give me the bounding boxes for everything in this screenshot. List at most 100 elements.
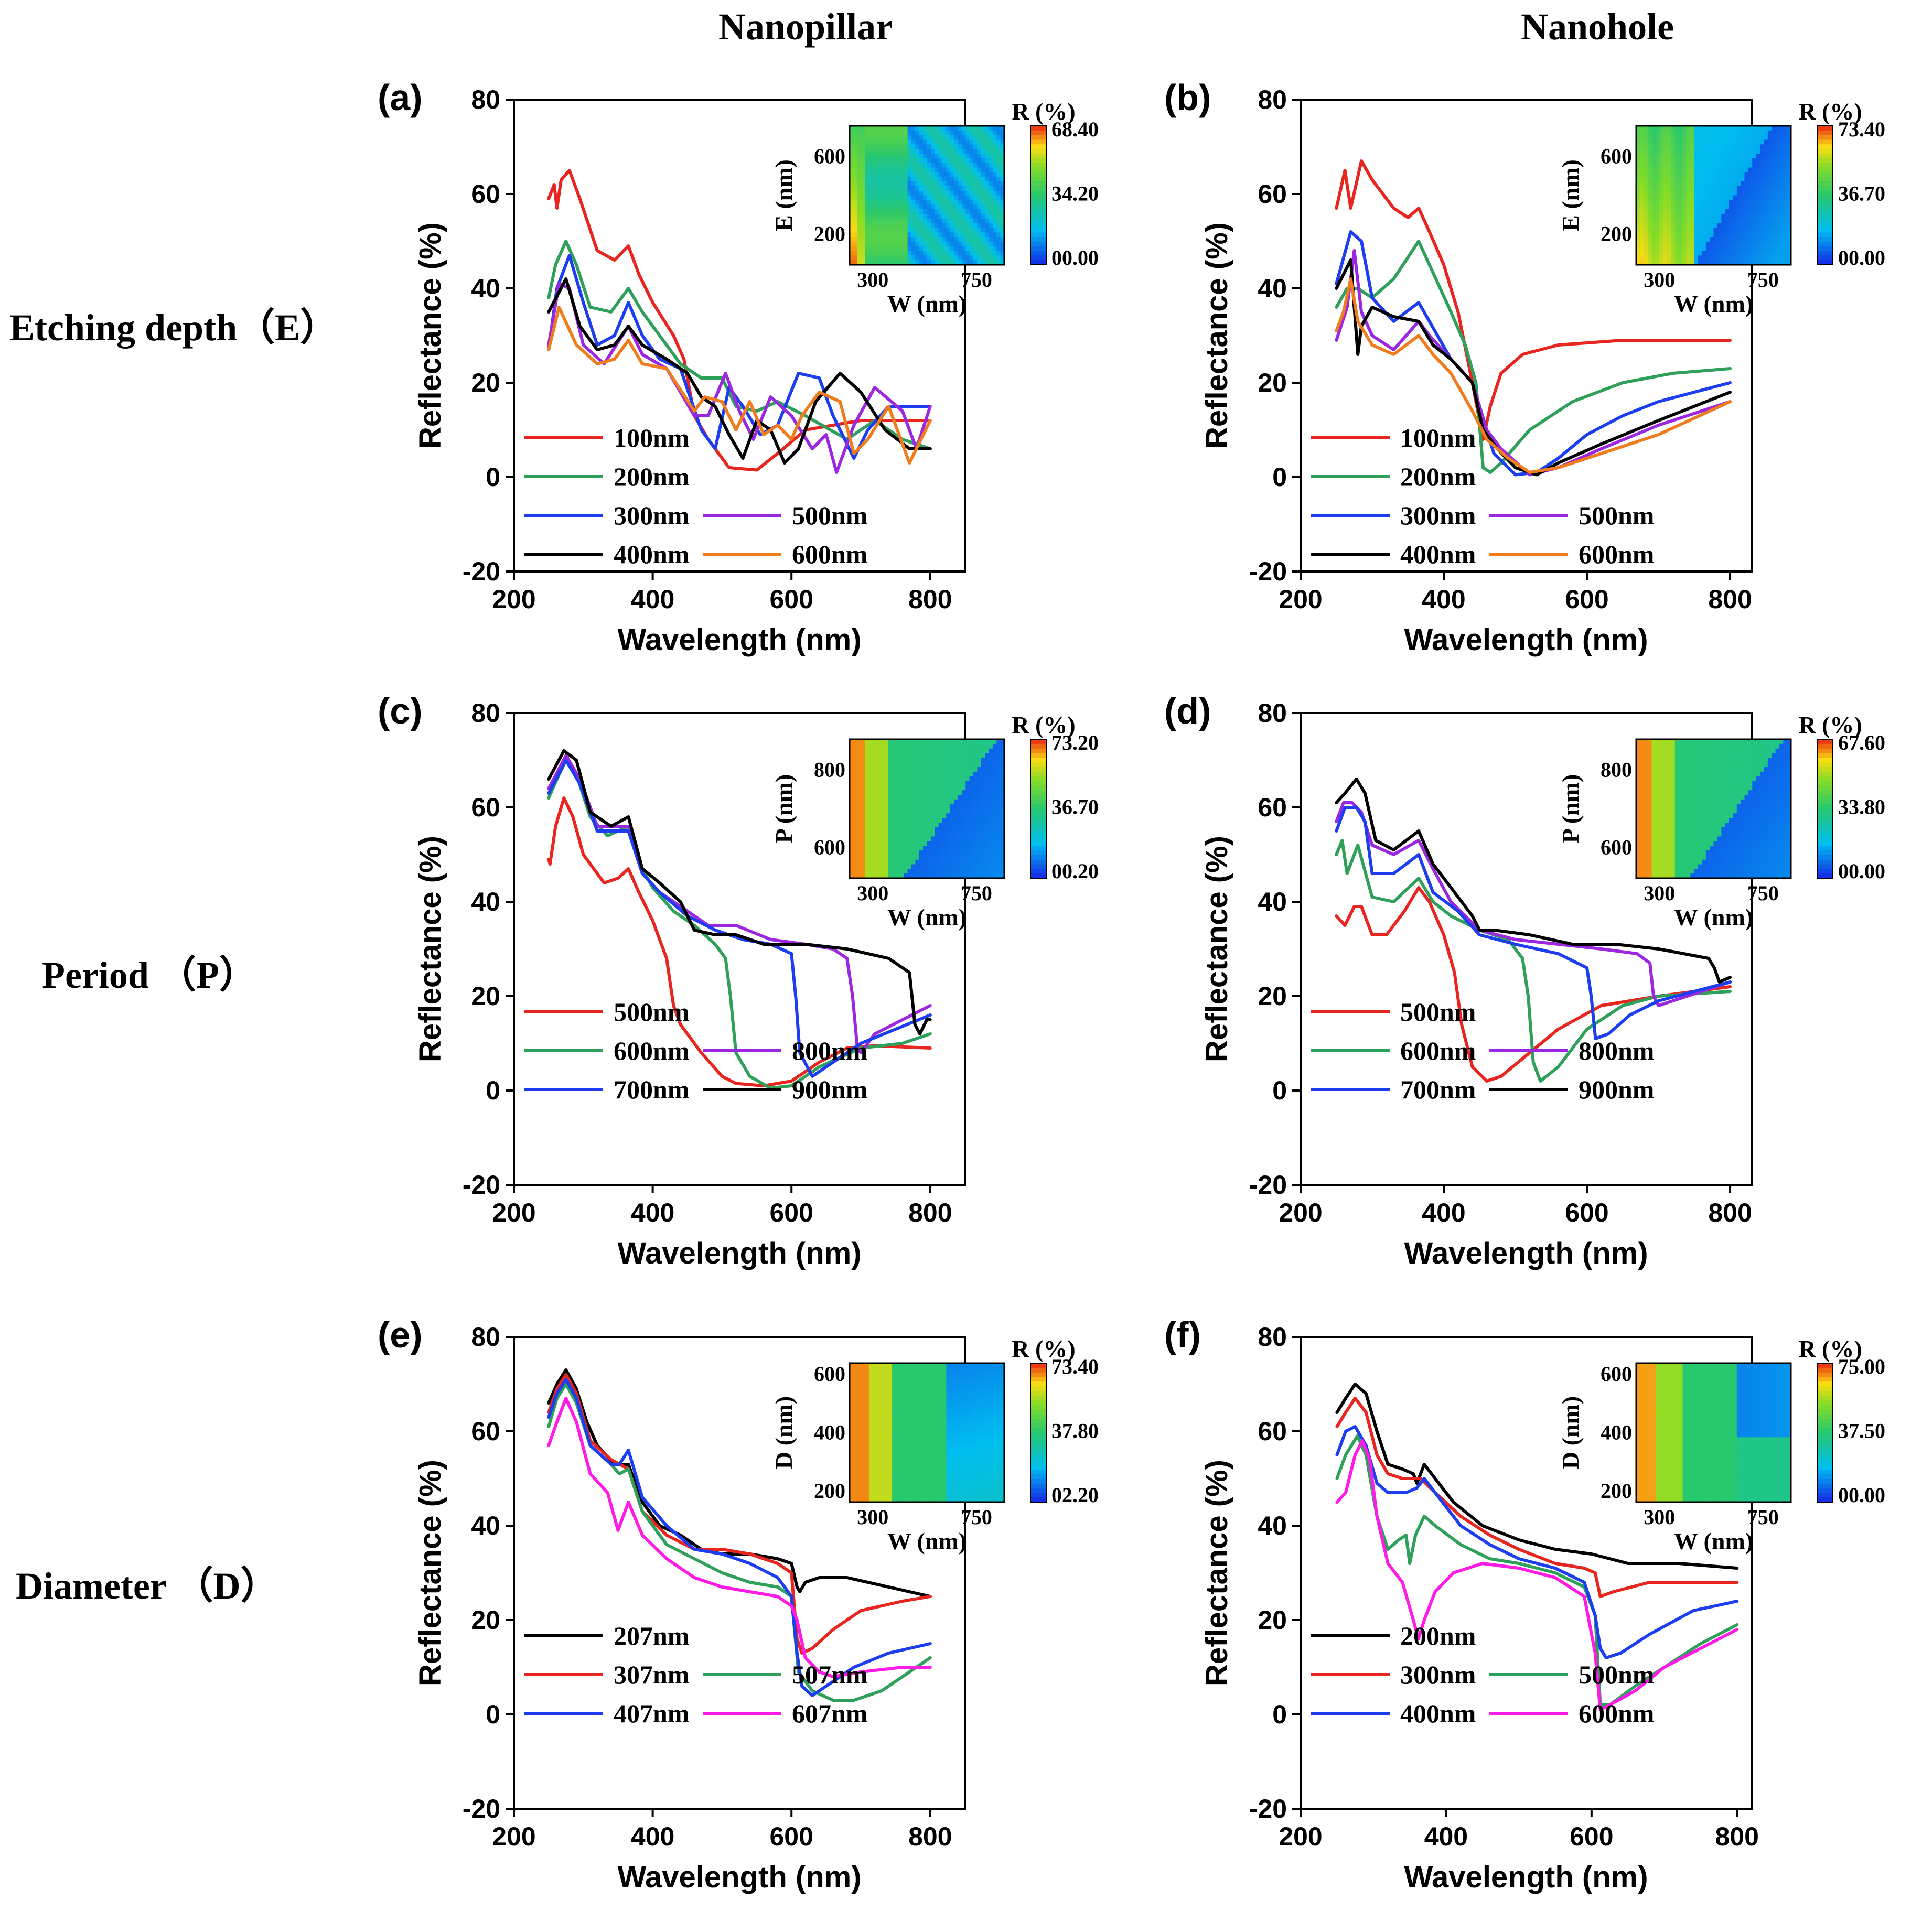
heatmap-cell: [1640, 744, 1644, 749]
heatmap-cell: [908, 776, 912, 781]
heatmap-cell: [1702, 255, 1706, 260]
heatmap-cell: [989, 781, 993, 786]
heatmap-cell: [1683, 790, 1687, 795]
heatmap-cell: [1779, 204, 1784, 209]
heatmap-cell: [1772, 744, 1776, 749]
heatmap-cell: [1772, 251, 1776, 256]
heatmap-cell: [1663, 841, 1668, 846]
heatmap-cell: [1725, 785, 1730, 790]
heatmap-cell: [1675, 204, 1679, 209]
heatmap-cell: [1764, 186, 1768, 191]
heatmap-cell: [1756, 841, 1760, 846]
heatmap-cell: [888, 869, 893, 873]
heatmap-cell: [919, 762, 924, 767]
heatmap-cell: [1648, 140, 1652, 145]
heatmap-cell: [877, 744, 881, 749]
heatmap-cell: [935, 758, 939, 762]
heatmap-cell: [962, 219, 966, 223]
heatmap-cell: [1659, 204, 1663, 209]
heatmap-cell: [1706, 841, 1710, 846]
heatmap-cell: [1717, 209, 1722, 214]
heatmap-cell: [1748, 804, 1753, 809]
heatmap-cell: [1687, 255, 1691, 260]
heatmap-cell: [935, 144, 939, 149]
heatmap-cell: [888, 251, 893, 256]
heatmap-cell: [1698, 776, 1702, 781]
heatmap-cell: [1667, 865, 1671, 869]
heatmap-cell: [881, 776, 885, 781]
heatmap-cell: [1690, 767, 1694, 772]
heatmap-cell: [1667, 767, 1671, 772]
heatmap-cell: [881, 140, 885, 145]
heatmap-cell: [1768, 869, 1772, 873]
heatmap-cell: [1648, 749, 1652, 753]
heatmap-cell: [1663, 744, 1668, 749]
heatmap-cell: [1690, 168, 1694, 172]
heatmap-cell: [1698, 800, 1702, 804]
heatmap-cell: [977, 749, 981, 753]
heatmap-cell: [1764, 804, 1768, 809]
heatmap-cell: [965, 790, 970, 795]
heatmap-cell: [1698, 860, 1702, 865]
heatmap-cell: [1764, 809, 1768, 814]
heatmap-cell: [1760, 246, 1764, 251]
heatmap-cell: [1652, 785, 1656, 790]
heatmap-cell: [1721, 865, 1725, 869]
heatmap-cell: [993, 855, 997, 860]
heatmap-cell: [1694, 795, 1699, 800]
heatmap-cell: [1698, 767, 1702, 772]
heatmap-cell: [1745, 795, 1749, 800]
heatmap-cell: [873, 209, 877, 214]
heatmap-cell: [861, 209, 865, 214]
heatmap-cell: [985, 795, 989, 800]
heatmap-cell: [1779, 223, 1784, 228]
heatmap-cell: [985, 255, 989, 260]
heatmap-cell: [946, 785, 950, 790]
heatmap-cell: [877, 223, 881, 228]
colorbar-segment: [1030, 785, 1046, 790]
heatmap-cell: [1656, 144, 1660, 149]
heatmap-cell: [919, 744, 924, 749]
heatmap-cell: [1764, 744, 1768, 749]
heatmap-cell: [1683, 855, 1687, 860]
heatmap-cell: [915, 204, 919, 209]
heatmap-cell: [970, 832, 974, 837]
heatmap-cell: [1768, 181, 1772, 186]
heatmap-cell: [861, 841, 865, 846]
heatmap-cell: [950, 813, 954, 818]
heatmap-cell: [1721, 850, 1725, 855]
heatmap-cell: [993, 785, 997, 790]
heatmap-cell: [931, 758, 935, 762]
heatmap-cell: [919, 813, 924, 818]
heatmap-cell: [950, 790, 954, 795]
heatmap-cell: [1671, 855, 1675, 860]
heatmap-cell: [1745, 758, 1749, 762]
heatmap-cell: [1748, 242, 1753, 246]
heatmap-cell: [1776, 237, 1780, 242]
heatmap-cell: [908, 841, 912, 846]
heatmap-cell: [923, 846, 927, 850]
heatmap-cell: [977, 813, 981, 818]
heatmap-cell: [923, 168, 927, 172]
heatmap-cell: [888, 860, 893, 865]
heatmap-cell: [1779, 200, 1784, 204]
heatmap-cell: [919, 846, 924, 850]
heatmap-cell: [911, 758, 916, 762]
heatmap-cell: [861, 255, 865, 260]
heatmap-cell: [1644, 869, 1648, 873]
heatmap-cell: [865, 172, 869, 177]
heatmap-cell: [1729, 191, 1733, 196]
heatmap-cell: [946, 223, 950, 228]
heatmap-cell: [1733, 772, 1737, 776]
heatmap-cell: [1652, 800, 1656, 804]
heatmap-cell: [993, 865, 997, 869]
heatmap-cell: [973, 809, 978, 814]
heatmap-cell: [865, 228, 869, 232]
heatmap-cell: [1640, 804, 1644, 809]
heatmap-cell: [900, 837, 904, 841]
heatmap-cell: [865, 813, 869, 818]
heatmap-cell: [1725, 144, 1730, 149]
heatmap-cell: [1675, 855, 1679, 860]
heatmap-cell: [1667, 154, 1671, 158]
heatmap-cell: [1729, 237, 1733, 242]
